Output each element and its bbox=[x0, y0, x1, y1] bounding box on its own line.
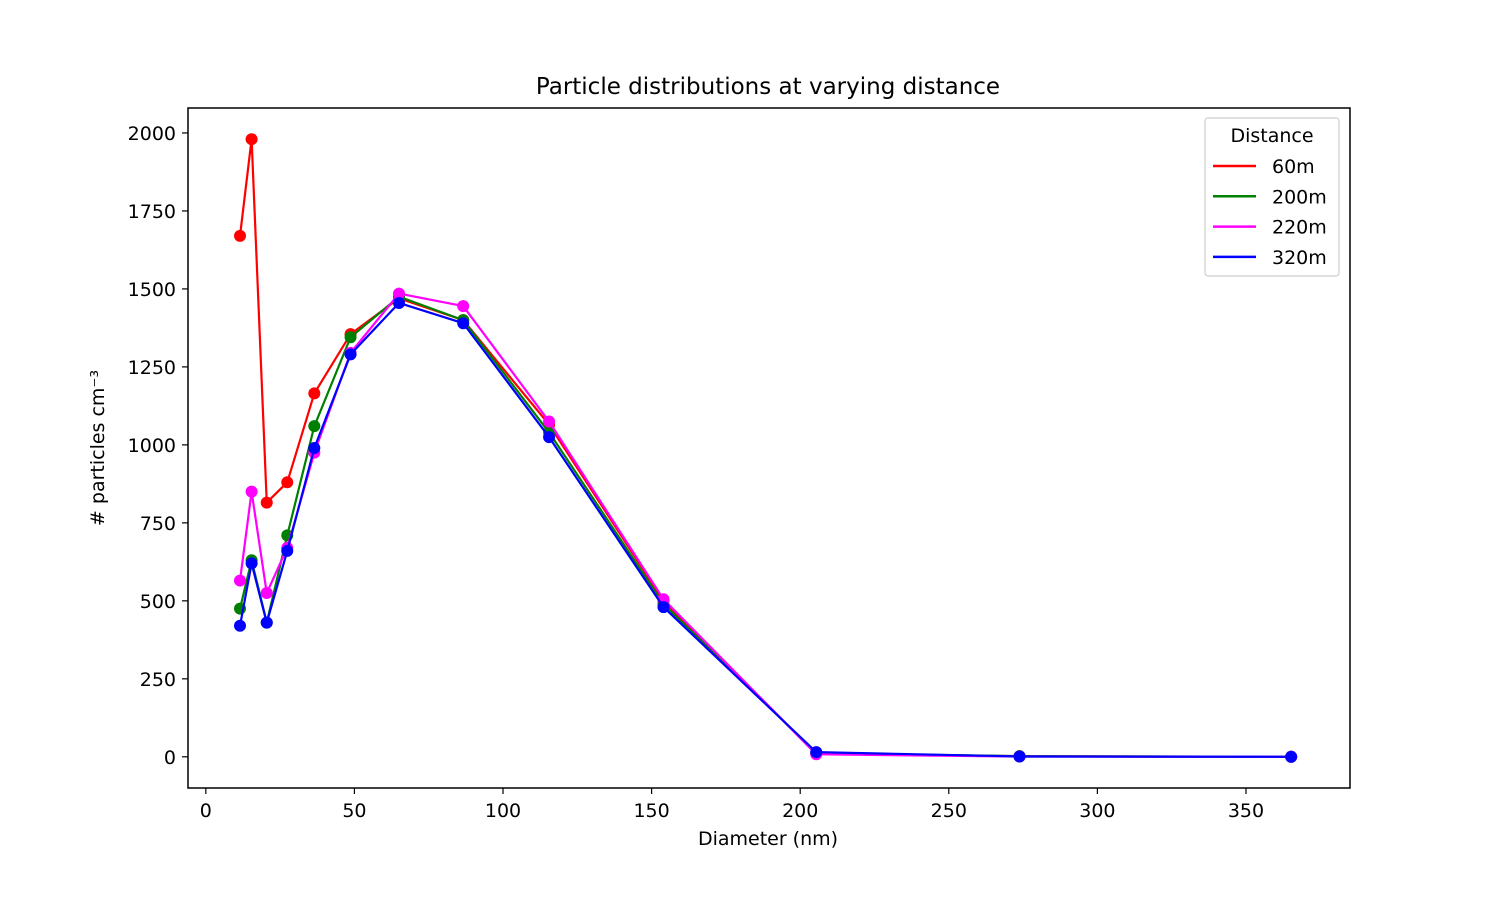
legend-label: 60m bbox=[1272, 156, 1315, 178]
data-point bbox=[1285, 750, 1298, 763]
data-point bbox=[234, 574, 247, 587]
y-tick-label: 250 bbox=[140, 669, 176, 691]
data-point bbox=[457, 300, 470, 313]
y-tick-label: 1250 bbox=[128, 357, 176, 379]
data-point bbox=[245, 485, 258, 498]
x-tick-label: 100 bbox=[485, 800, 521, 822]
chart-title: Particle distributions at varying distan… bbox=[536, 74, 1000, 100]
x-axis-label: Diameter (nm) bbox=[698, 828, 838, 850]
data-point bbox=[543, 431, 556, 444]
x-tick-label: 50 bbox=[342, 800, 366, 822]
legend-item: 60m bbox=[1213, 156, 1315, 178]
data-point bbox=[344, 331, 357, 344]
series-line bbox=[238, 295, 1292, 758]
x-tick-label: 300 bbox=[1079, 800, 1115, 822]
data-point bbox=[810, 746, 823, 759]
series-200m bbox=[234, 290, 1298, 763]
data-point bbox=[245, 133, 258, 146]
legend-item: 320m bbox=[1213, 247, 1327, 269]
x-tick-label: 250 bbox=[931, 800, 967, 822]
y-tick-label: 1500 bbox=[128, 279, 176, 301]
data-point bbox=[393, 287, 406, 300]
series-line bbox=[238, 301, 1292, 758]
legend-label: 200m bbox=[1272, 186, 1327, 208]
data-point bbox=[234, 229, 247, 242]
data-point bbox=[260, 496, 273, 509]
data-point bbox=[543, 415, 556, 428]
series-220m bbox=[234, 287, 1298, 763]
plot-area bbox=[234, 133, 1298, 763]
data-point bbox=[308, 442, 321, 454]
data-point bbox=[308, 420, 321, 433]
data-point bbox=[281, 544, 294, 557]
y-tick-label: 0 bbox=[164, 747, 176, 769]
data-point bbox=[260, 616, 273, 629]
y-tick-label: 1000 bbox=[128, 435, 176, 457]
y-tick-label: 1750 bbox=[128, 201, 176, 223]
x-tick-label: 0 bbox=[200, 800, 212, 822]
data-point bbox=[234, 619, 247, 632]
data-point bbox=[308, 387, 321, 400]
series-line bbox=[238, 292, 1292, 758]
x-tick-label: 350 bbox=[1228, 800, 1264, 822]
data-point bbox=[1013, 750, 1026, 763]
x-axis: 0 50 100 150 200 250 300 350 bbox=[200, 788, 1264, 822]
legend-item: 220m bbox=[1213, 217, 1327, 239]
legend: Distance 60m 200m 220m 320m bbox=[1204, 117, 1340, 277]
data-point bbox=[344, 348, 357, 361]
x-tick-label: 150 bbox=[633, 800, 669, 822]
legend-item: 200m bbox=[1213, 186, 1327, 208]
data-point bbox=[393, 296, 406, 309]
data-point bbox=[245, 557, 258, 570]
data-point bbox=[281, 476, 294, 489]
y-axis-label: # particles cm⁻³ bbox=[87, 370, 109, 526]
series-line bbox=[238, 138, 1292, 758]
series-320m bbox=[234, 296, 1298, 763]
plot-frame bbox=[187, 107, 1351, 789]
legend-box bbox=[1204, 117, 1340, 277]
y-axis: 0 250 500 750 1000 1250 1500 1750 2000 bbox=[128, 123, 188, 769]
legend-label: 320m bbox=[1272, 247, 1327, 269]
y-tick-label: 750 bbox=[140, 513, 176, 535]
legend-label: 220m bbox=[1272, 217, 1327, 239]
legend-title: Distance bbox=[1230, 125, 1313, 147]
x-tick-label: 200 bbox=[782, 800, 818, 822]
y-tick-label: 500 bbox=[140, 591, 176, 613]
data-point bbox=[657, 601, 670, 614]
series-60m bbox=[234, 133, 1298, 763]
data-point bbox=[457, 317, 470, 330]
y-tick-label: 2000 bbox=[128, 123, 176, 145]
data-point bbox=[260, 587, 273, 600]
